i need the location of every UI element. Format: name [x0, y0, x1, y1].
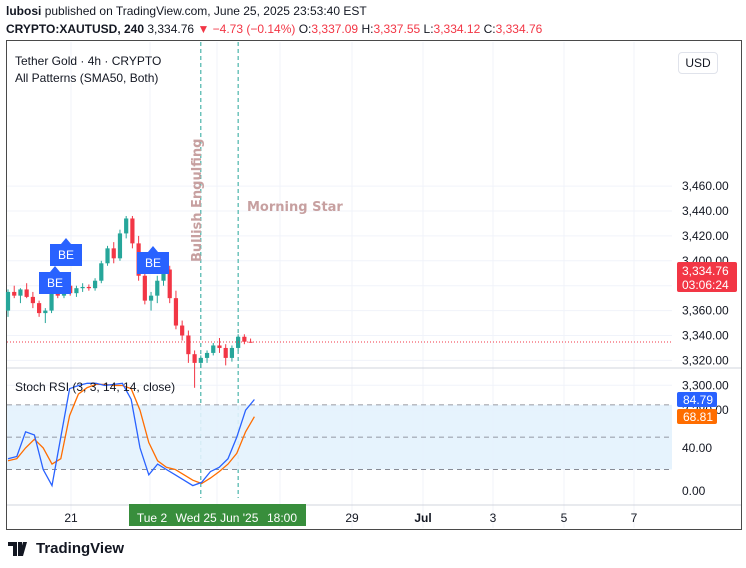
candle-body	[148, 295, 154, 301]
rsi-tick-label: 40.00	[682, 441, 712, 455]
indicator-legend[interactable]: All Patterns (SMA50, Both)	[15, 71, 159, 85]
time-tick-label: 3	[490, 511, 497, 525]
candle-body	[30, 296, 35, 304]
publisher-name: lubosi	[6, 4, 42, 18]
price-tick-label: 3,320.00	[682, 353, 729, 367]
morning-star-label: Morning Star	[247, 200, 343, 215]
close-label: C:	[483, 22, 496, 36]
publish-text: published on TradingView.com, June 25, 2…	[44, 4, 367, 18]
candle-body	[173, 298, 179, 326]
be-badge-label: BE	[47, 276, 63, 290]
rsi-k-tag-value: 84.79	[683, 393, 713, 407]
time-tick-label: 18:00	[267, 511, 297, 525]
candle-body	[155, 280, 160, 296]
candle-body	[5, 291, 11, 311]
price-tag-value: 3,334.76	[682, 264, 729, 278]
price-tick-label: 3,360.00	[682, 304, 729, 318]
chart-title: Tether Gold · 4h · CRYPTO	[15, 54, 162, 68]
candle-body	[12, 291, 17, 296]
candle-body	[229, 347, 235, 358]
open-label: O:	[298, 22, 312, 36]
ohlc-bar: CRYPTO:XAUTUSD, 240 3,334.76 ▼ −4.73 (−0…	[6, 22, 542, 36]
candle-body	[223, 347, 228, 358]
candle-body	[80, 286, 85, 289]
candle-body	[111, 248, 116, 259]
rsi-d-tag	[677, 409, 717, 424]
be-badge	[50, 238, 82, 266]
candle-body	[211, 345, 216, 353]
candle-body	[24, 289, 29, 297]
candle-body	[186, 335, 191, 355]
rsi-tick-label: 0.00	[682, 484, 706, 498]
time-tick-label: 5	[561, 511, 568, 525]
high-label: H:	[361, 22, 374, 36]
symbol-label: CRYPTO:XAUTUSD, 240	[6, 22, 145, 36]
candle-body	[242, 336, 247, 342]
rsi-k-tag	[677, 392, 717, 407]
be-badge	[39, 266, 71, 294]
candle-body	[99, 263, 104, 281]
high-value: 3,337.55	[373, 22, 421, 36]
candle-body	[180, 325, 185, 336]
be-badge-label: BE	[58, 248, 74, 262]
rsi-legend[interactable]: Stoch RSI (3, 3, 14, 14, close)	[15, 380, 176, 394]
be-badge	[137, 246, 169, 274]
low-label: L:	[423, 22, 434, 36]
candle-body	[217, 345, 222, 348]
open-value: 3,337.09	[311, 22, 359, 36]
rsi-d-tag-value: 68.81	[683, 410, 713, 424]
candle-body	[92, 280, 98, 289]
chart-frame	[6, 40, 742, 530]
time-tick-label: Wed 25 Jun '25	[176, 511, 259, 525]
candle-body	[86, 286, 91, 289]
time-tick-label: Tue 2	[137, 511, 168, 525]
publish-info: lubosi published on TradingView.com, Jun…	[6, 4, 367, 18]
candle-body	[74, 288, 79, 294]
candle-body	[37, 303, 42, 314]
be-badge-label: BE	[145, 256, 161, 270]
tradingview-logo-icon	[8, 541, 27, 556]
price-tick-label: 3,300.00	[682, 378, 729, 392]
price-change: ▼ −4.73 (−0.14%)	[197, 22, 296, 36]
low-value: 3,334.12	[433, 22, 481, 36]
candle-body	[18, 289, 23, 296]
candle-body	[124, 218, 129, 234]
candle-body	[161, 269, 166, 281]
price-tick-label: 3,340.00	[682, 329, 729, 343]
time-axis-highlight	[129, 504, 306, 526]
currency-button[interactable]: USD	[678, 52, 718, 74]
price-tag-countdown: 03:06:24	[682, 278, 729, 292]
price-tick-label: 3,420.00	[682, 229, 729, 243]
candle-body	[167, 269, 172, 299]
candle-body	[192, 354, 197, 363]
time-tick-label: 21	[64, 511, 78, 525]
candle-body	[130, 218, 135, 244]
candle-body	[117, 233, 123, 259]
rsi-k-line	[7, 382, 255, 488]
candle-body	[142, 275, 147, 301]
bullish-engulfing-label: Bullish Engulfing	[190, 139, 205, 262]
last-price: 3,334.76	[147, 22, 195, 36]
brand-name: TradingView	[36, 540, 125, 557]
close-value: 3,334.76	[495, 22, 543, 36]
time-tick-label: 7	[631, 511, 638, 525]
candle-body	[43, 310, 48, 314]
price-tick-label: 3,440.00	[682, 204, 729, 218]
time-tick-label: 29	[345, 511, 359, 525]
candle-body	[105, 248, 110, 264]
price-tick-label: 3,460.00	[682, 179, 729, 193]
candle-body	[49, 290, 54, 311]
tradingview-logo: TradingView	[8, 540, 124, 557]
rsi-d-line	[7, 383, 255, 485]
candle-body	[204, 352, 210, 358]
price-tag	[677, 262, 737, 292]
time-tick-label: Jul	[414, 511, 431, 525]
